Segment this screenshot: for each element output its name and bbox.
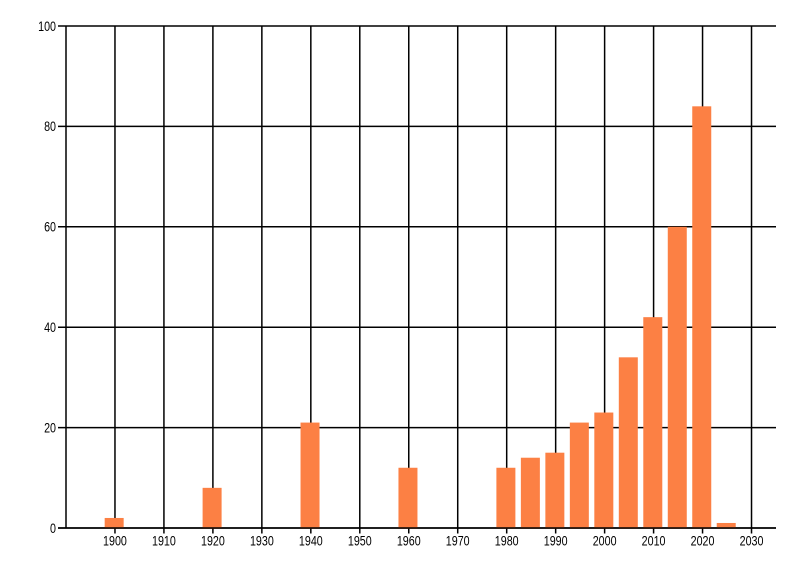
svg-text:2010: 2010 bbox=[642, 533, 666, 548]
svg-text:1930: 1930 bbox=[250, 533, 274, 548]
svg-text:80: 80 bbox=[44, 119, 56, 134]
svg-text:1940: 1940 bbox=[299, 533, 323, 548]
svg-text:1910: 1910 bbox=[152, 533, 176, 548]
svg-text:2030: 2030 bbox=[740, 533, 764, 548]
svg-text:1990: 1990 bbox=[544, 533, 568, 548]
svg-text:100: 100 bbox=[38, 19, 56, 34]
svg-text:2000: 2000 bbox=[593, 533, 617, 548]
svg-text:1900: 1900 bbox=[103, 533, 127, 548]
svg-text:20: 20 bbox=[44, 420, 56, 435]
svg-text:1920: 1920 bbox=[201, 533, 225, 548]
svg-text:2020: 2020 bbox=[691, 533, 715, 548]
svg-text:60: 60 bbox=[44, 219, 56, 234]
svg-text:40: 40 bbox=[44, 320, 56, 335]
svg-text:1970: 1970 bbox=[446, 533, 470, 548]
svg-text:1950: 1950 bbox=[348, 533, 372, 548]
svg-text:0: 0 bbox=[50, 521, 56, 536]
svg-text:1980: 1980 bbox=[495, 533, 519, 548]
svg-text:1960: 1960 bbox=[397, 533, 421, 548]
